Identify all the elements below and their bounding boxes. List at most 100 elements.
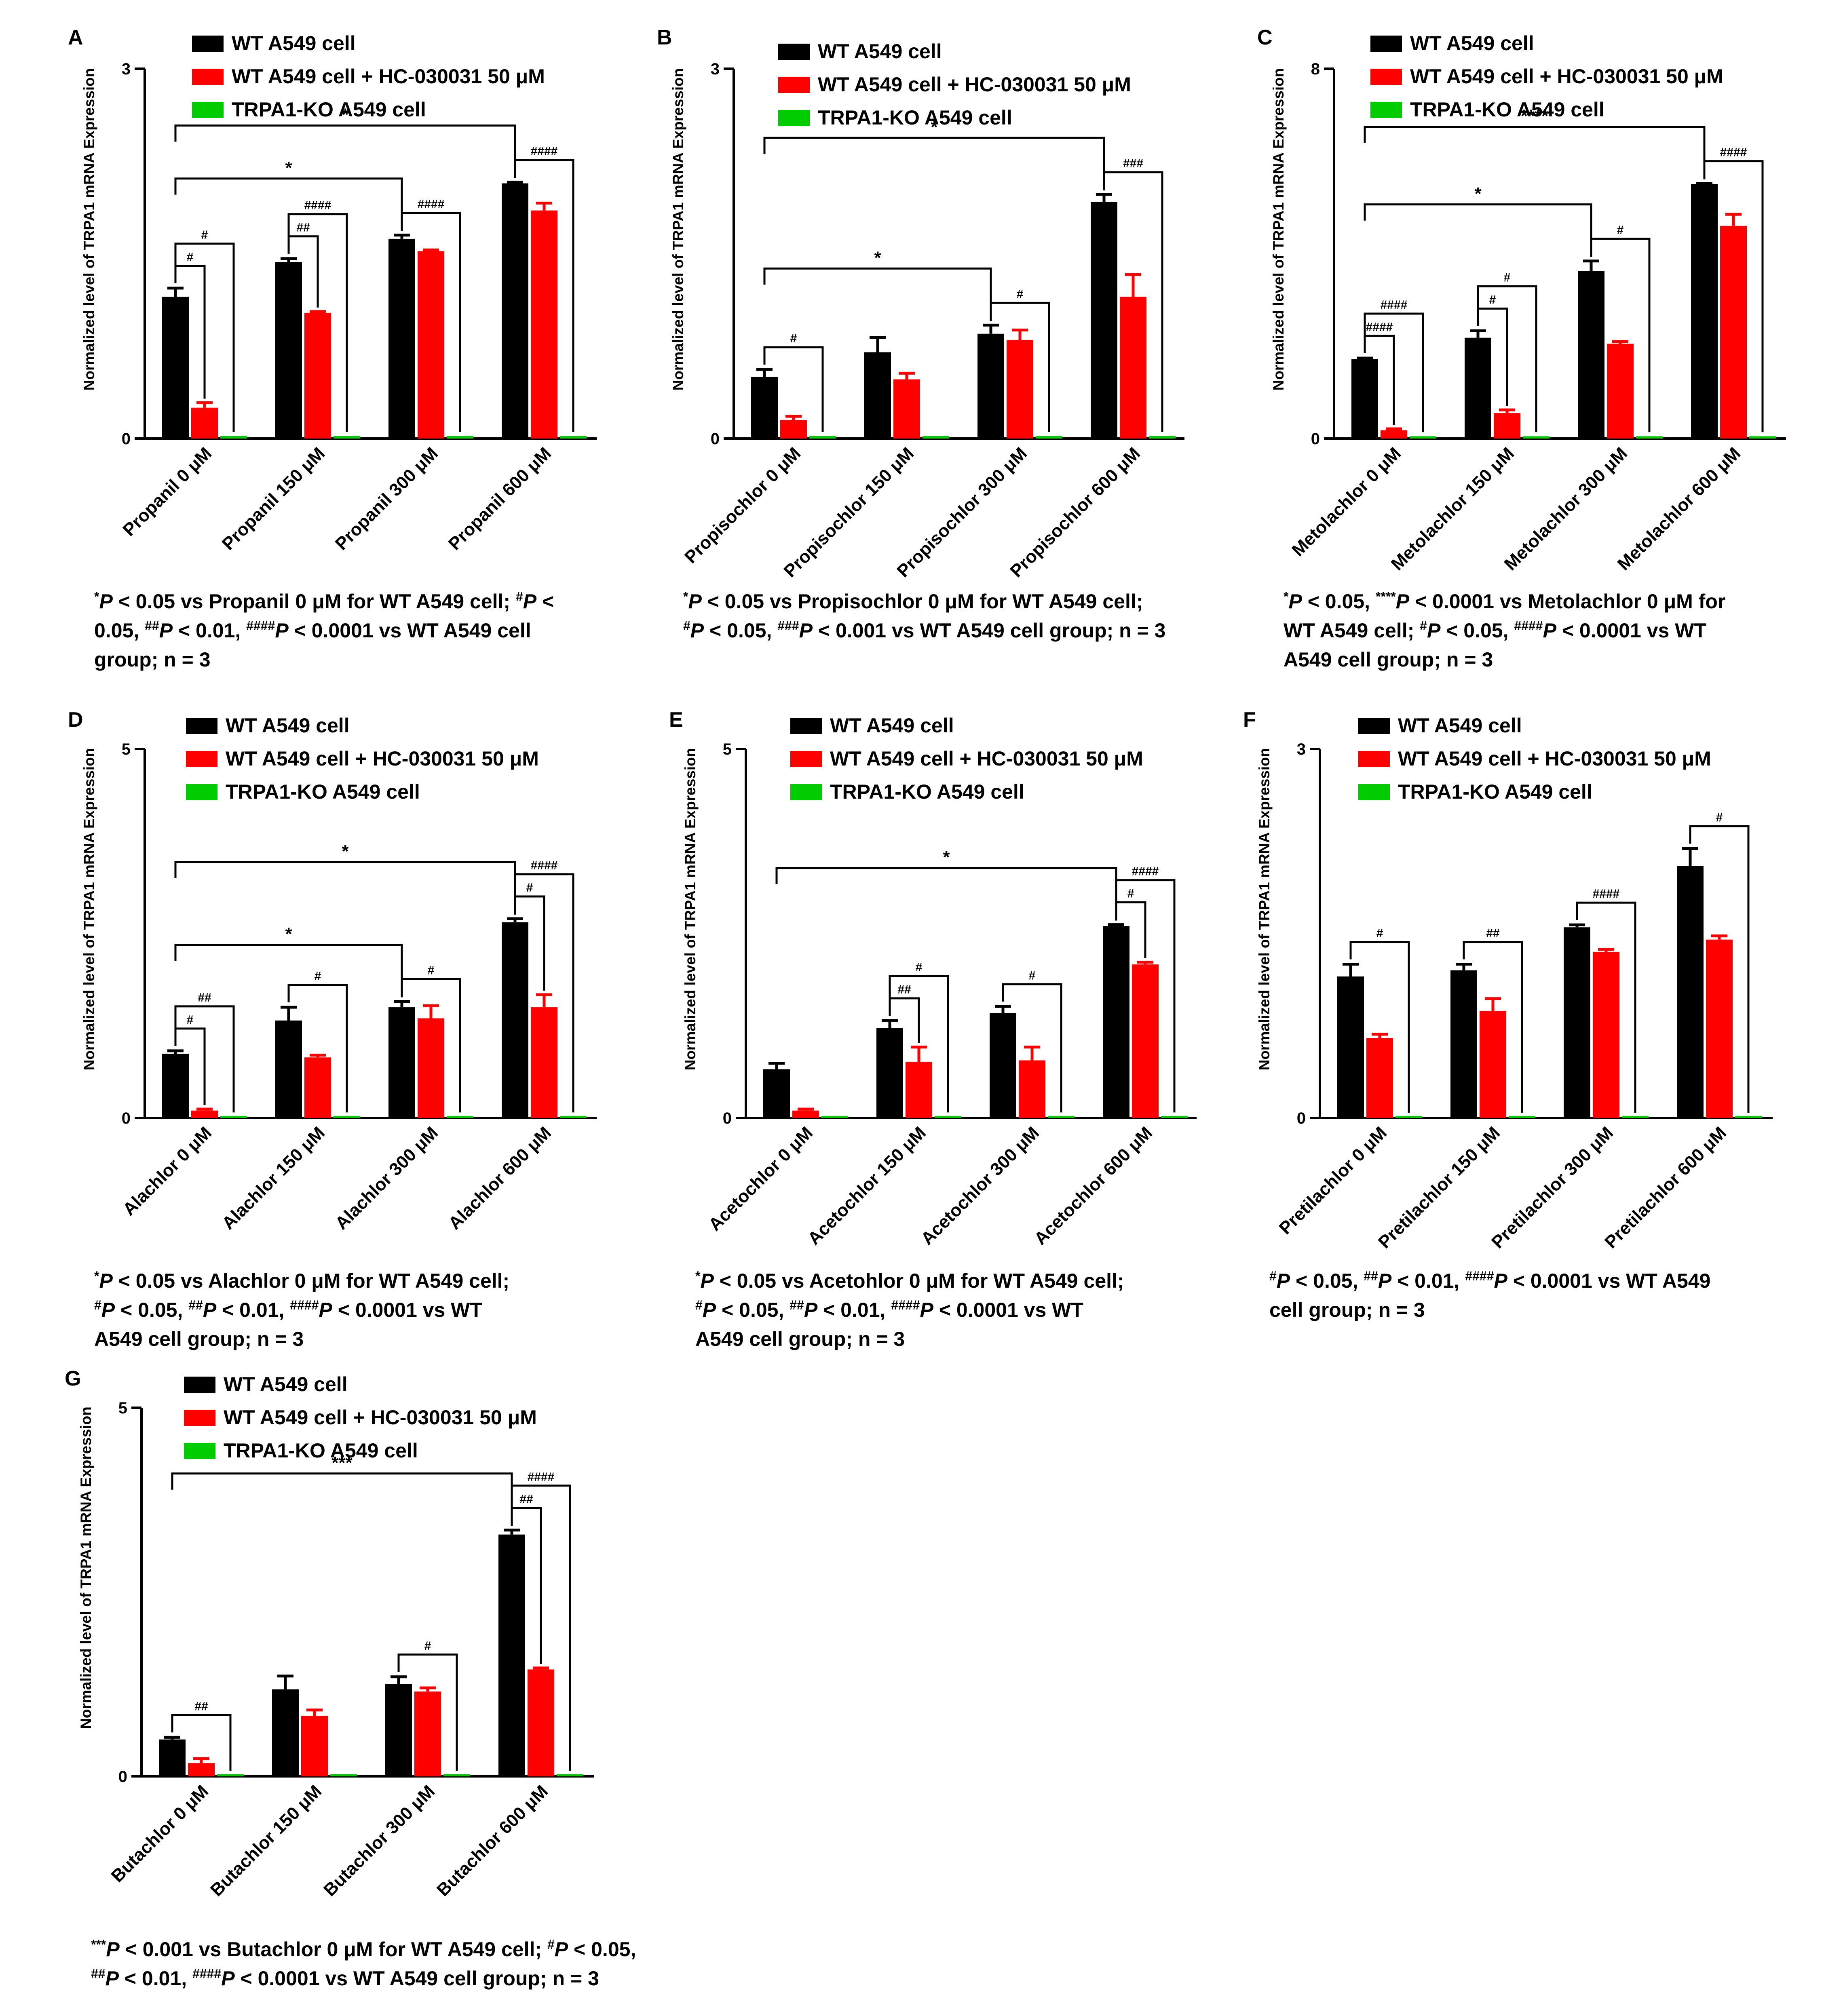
significance-label: * xyxy=(943,848,950,867)
legend-label: TRPA1-KO A549 cell xyxy=(830,780,1024,803)
bar-A-0-2 xyxy=(388,238,415,439)
caption-line: A549 cell group; n = 3 xyxy=(695,1328,905,1350)
caption-line: #P < 0.05, ##P < 0.01, ####P < 0.0001 vs… xyxy=(695,1298,1083,1321)
significance-bracket xyxy=(287,984,348,1113)
bar-G-2-0 xyxy=(217,1774,244,1776)
bar-G-2-1 xyxy=(330,1774,357,1776)
legend-swatch xyxy=(184,1377,215,1393)
bar-C-0-3 xyxy=(1691,184,1718,439)
x-tick-label: Propisochlor 0 μM xyxy=(681,443,804,567)
significance-bracket xyxy=(511,1485,571,1771)
significance-label: #### xyxy=(531,859,558,872)
significance-bracket xyxy=(889,975,949,1113)
bar-B-0-1 xyxy=(864,352,891,439)
legend-swatch xyxy=(1370,69,1402,85)
legend-swatch xyxy=(192,102,224,118)
significance-label: #### xyxy=(1366,321,1393,334)
x-tick-label: Propanil 150 μM xyxy=(218,443,329,554)
legend-swatch xyxy=(186,751,217,767)
x-tick-label: Pretilachlor 300 μM xyxy=(1488,1123,1617,1252)
bar-D-1-2 xyxy=(418,1018,444,1118)
significance-bracket xyxy=(1002,983,1062,1113)
y-tick-label: 0 xyxy=(711,430,720,448)
bar-A-1-2 xyxy=(418,251,444,439)
x-tick-label: Pretilachlor 150 μM xyxy=(1374,1123,1504,1252)
caption-line: *P < 0.05 vs Propisochlor 0 μM for WT A5… xyxy=(683,589,1143,613)
significance-bracket xyxy=(174,124,516,178)
legend-label: WT A549 cell + HC-030031 50 μM xyxy=(830,747,1143,770)
y-tick-label: 3 xyxy=(122,60,131,78)
bar-G-0-1 xyxy=(272,1689,299,1776)
significance-label: ## xyxy=(296,221,310,234)
legend-label: WT A549 cell xyxy=(224,1373,348,1396)
bar-G-0-3 xyxy=(498,1534,525,1776)
significance-label: #### xyxy=(1593,887,1620,900)
bar-G-1-0 xyxy=(188,1763,215,1776)
y-tick-label: 8 xyxy=(1311,60,1320,78)
bar-B-1-0 xyxy=(780,420,807,439)
y-axis-label: Normalized level of TRPA1 mRNA Expressio… xyxy=(78,1407,94,1729)
x-tick-label: Butachlor 300 μM xyxy=(320,1781,439,1900)
significance-label: #### xyxy=(1381,298,1408,312)
significance-bracket xyxy=(1463,941,1523,1113)
bar-E-0-1 xyxy=(876,1028,903,1118)
panel-letter: D xyxy=(68,708,83,732)
bar-A-1-1 xyxy=(304,312,331,439)
bar-D-1-0 xyxy=(191,1110,218,1118)
significance-label: # xyxy=(1127,887,1134,900)
significance-label: # xyxy=(790,332,797,345)
significance-label: # xyxy=(1504,271,1511,285)
y-tick-label: 3 xyxy=(1297,740,1306,758)
x-tick-label: Alachlor 600 μM xyxy=(445,1123,555,1233)
legend-swatch xyxy=(1358,784,1390,800)
bar-E-2-1 xyxy=(935,1116,961,1118)
bar-E-1-2 xyxy=(1019,1060,1045,1118)
legend-swatch xyxy=(778,44,810,60)
y-tick-label: 5 xyxy=(723,740,732,758)
legend-label: WT A549 cell xyxy=(1410,32,1534,55)
y-axis-label: Normalized level of TRPA1 mRNA Expressio… xyxy=(1270,68,1287,391)
significance-label: * xyxy=(931,117,938,137)
significance-bracket xyxy=(763,346,824,432)
caption-line: *P < 0.05 vs Acetohlor 0 μM for WT A549 … xyxy=(695,1269,1124,1292)
caption-line: #P < 0.05, ##P < 0.01, ####P < 0.0001 vs… xyxy=(1269,1269,1710,1292)
significance-label: ### xyxy=(1123,157,1143,170)
bar-F-1-0 xyxy=(1366,1038,1393,1118)
legend-label: WT A549 cell xyxy=(232,32,356,55)
bar-C-2-0 xyxy=(1410,436,1436,439)
y-tick-label: 5 xyxy=(118,1399,127,1417)
legend-swatch xyxy=(1370,102,1402,118)
legend-label: TRPA1-KO A549 cell xyxy=(1410,98,1604,121)
legend-label: WT A549 cell xyxy=(1398,714,1522,737)
significance-bracket xyxy=(171,1472,513,1526)
significance-label: * xyxy=(342,105,349,125)
bar-B-0-2 xyxy=(977,333,1004,439)
bar-A-0-1 xyxy=(275,262,302,439)
significance-bracket xyxy=(514,873,574,1113)
significance-label: ## xyxy=(194,1700,208,1713)
bar-B-2-3 xyxy=(1149,436,1176,439)
bar-E-1-0 xyxy=(792,1110,819,1118)
significance-label: #### xyxy=(528,1470,555,1484)
bar-D-0-1 xyxy=(275,1020,302,1118)
significance-bracket xyxy=(401,978,461,1113)
significance-label: *** xyxy=(331,1453,353,1473)
legend-swatch xyxy=(184,1443,215,1459)
bar-C-1-0 xyxy=(1381,430,1407,439)
bar-B-0-3 xyxy=(1091,202,1117,439)
bar-A-2-0 xyxy=(220,436,247,439)
panel-E: E 5 0 Normalized level of TRPA1 mRNA Expres… xyxy=(669,708,1197,1350)
bar-G-2-3 xyxy=(557,1774,583,1776)
bar-C-0-0 xyxy=(1351,359,1378,439)
significance-bracket xyxy=(1103,171,1163,432)
x-tick-label: Propisochlor 600 μM xyxy=(1006,443,1144,581)
significance-label: # xyxy=(315,970,321,983)
bar-D-2-0 xyxy=(220,1116,247,1118)
significance-bracket xyxy=(174,1005,235,1113)
bar-D-2-3 xyxy=(560,1116,587,1118)
caption-line: cell group; n = 3 xyxy=(1269,1299,1425,1321)
bar-E-1-1 xyxy=(906,1062,932,1118)
bar-B-1-2 xyxy=(1007,340,1033,439)
bar-A-1-0 xyxy=(191,407,218,439)
